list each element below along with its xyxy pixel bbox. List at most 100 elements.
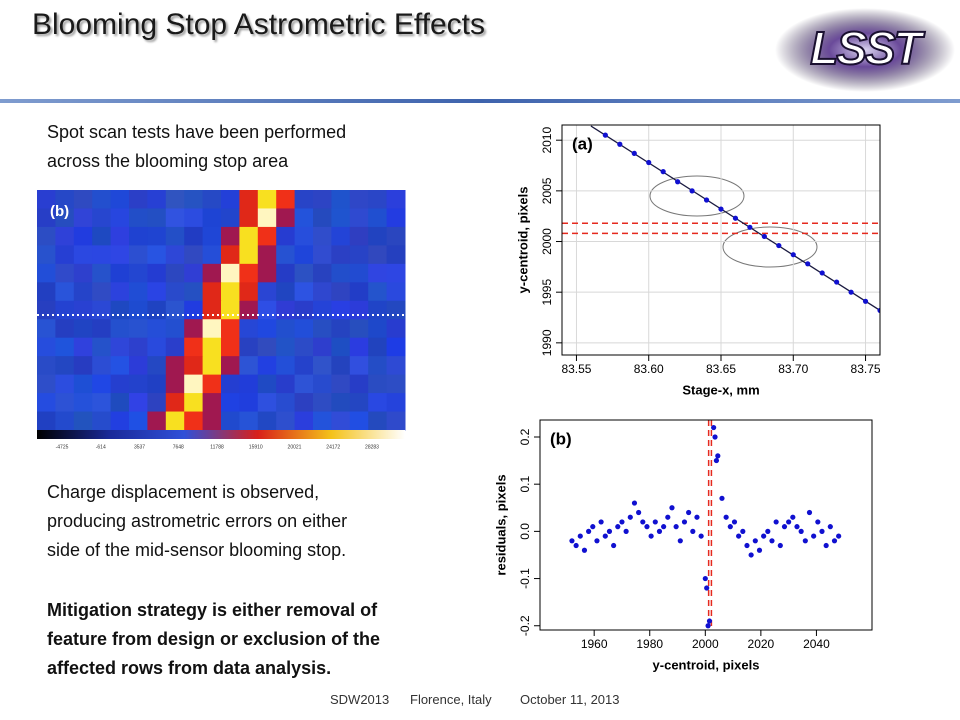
heat-cell bbox=[294, 337, 314, 357]
heat-cell bbox=[349, 374, 369, 394]
heat-cell bbox=[331, 282, 351, 302]
point bbox=[698, 533, 704, 539]
point bbox=[602, 132, 608, 138]
point bbox=[705, 623, 711, 629]
heat-cell bbox=[221, 356, 240, 376]
x-tick-label: 83.55 bbox=[561, 362, 591, 376]
colorbar-label: 7648 bbox=[173, 444, 184, 450]
heat-cell bbox=[221, 411, 240, 431]
panel-label: (b) bbox=[50, 203, 69, 220]
heat-cell bbox=[184, 208, 204, 228]
heat-cell bbox=[92, 245, 112, 265]
colorbar-label: 28283 bbox=[365, 444, 379, 450]
heat-cell bbox=[92, 263, 112, 283]
heat-cell bbox=[331, 190, 351, 209]
point bbox=[756, 547, 763, 553]
heat-cell bbox=[221, 300, 240, 320]
point bbox=[740, 528, 746, 534]
point bbox=[752, 538, 758, 544]
x-tick-label: 83.75 bbox=[851, 362, 881, 376]
heat-cell bbox=[202, 263, 222, 283]
heat-cell bbox=[129, 245, 148, 265]
heat-cell bbox=[147, 374, 167, 394]
heat-cell bbox=[129, 208, 148, 228]
heat-cell bbox=[147, 245, 167, 265]
heat-cell bbox=[92, 319, 112, 339]
heat-cell bbox=[386, 319, 406, 339]
heat-cell bbox=[92, 356, 112, 376]
heat-cell bbox=[313, 411, 332, 431]
heat-cell bbox=[276, 393, 296, 413]
heat-cell bbox=[73, 208, 93, 228]
heat-cell bbox=[202, 374, 222, 394]
heat-cell bbox=[349, 190, 369, 209]
heat-cell bbox=[202, 337, 222, 357]
heat-cell bbox=[368, 411, 388, 431]
heat-cell bbox=[368, 300, 388, 320]
heat-cell bbox=[55, 356, 75, 376]
y-tick-label: 0.2 bbox=[518, 428, 532, 445]
point bbox=[690, 528, 696, 534]
highlight-ellipse bbox=[722, 226, 818, 268]
text-line: side of the mid-sensor blooming stop. bbox=[47, 540, 347, 560]
point bbox=[723, 514, 729, 520]
heat-cell bbox=[221, 245, 240, 265]
logo: LSST bbox=[810, 22, 925, 74]
heat-cell bbox=[202, 208, 222, 228]
heat-cell bbox=[184, 245, 204, 265]
text-line: Charge displacement is observed, bbox=[47, 482, 320, 502]
heat-cell bbox=[92, 226, 112, 246]
heat-cell bbox=[184, 282, 204, 302]
heat-cell bbox=[257, 411, 277, 431]
heat-cell bbox=[202, 319, 222, 339]
heat-cell bbox=[92, 411, 112, 431]
heat-cell bbox=[368, 208, 388, 228]
point bbox=[598, 519, 604, 525]
point bbox=[769, 538, 775, 544]
heat-cell bbox=[313, 337, 332, 357]
heat-cell bbox=[55, 393, 75, 413]
point bbox=[765, 528, 771, 534]
heat-cell bbox=[147, 263, 167, 283]
heat-cell bbox=[221, 263, 240, 283]
point bbox=[677, 538, 683, 544]
heat-cell bbox=[202, 282, 222, 302]
heat-cell bbox=[331, 300, 351, 320]
heat-cell bbox=[276, 208, 296, 228]
heat-cell bbox=[313, 263, 332, 283]
heat-cell bbox=[55, 245, 75, 265]
point bbox=[577, 533, 583, 539]
heat-cell bbox=[386, 411, 406, 431]
heat-cell bbox=[184, 374, 204, 394]
point bbox=[732, 215, 739, 221]
point bbox=[586, 528, 592, 534]
heat-cell bbox=[147, 226, 167, 246]
heat-cell bbox=[294, 282, 314, 302]
heat-cell bbox=[37, 411, 56, 431]
heat-cell bbox=[221, 319, 240, 339]
heat-cell bbox=[110, 374, 130, 394]
heat-cell bbox=[165, 393, 185, 413]
y-tick-label: 1995 bbox=[540, 279, 554, 306]
point bbox=[661, 524, 667, 530]
heat-cell bbox=[257, 356, 277, 376]
heat-cell bbox=[294, 393, 314, 413]
heat-cell bbox=[257, 337, 277, 357]
panel-label: (b) bbox=[550, 429, 572, 448]
heat-cell bbox=[368, 245, 388, 265]
observation-text: Charge displacement is observed, producin… bbox=[47, 478, 347, 565]
point bbox=[704, 585, 710, 591]
heat-cell bbox=[257, 208, 277, 228]
heat-cell bbox=[110, 282, 130, 302]
heat-cell bbox=[331, 356, 351, 376]
heat-cell bbox=[257, 226, 277, 246]
point bbox=[834, 279, 840, 285]
point bbox=[712, 434, 718, 440]
text-line: feature from design or exclusion of the bbox=[47, 629, 381, 649]
heat-cell bbox=[386, 282, 406, 302]
heat-cell bbox=[147, 393, 167, 413]
point bbox=[790, 252, 796, 258]
heat-cell bbox=[129, 226, 148, 246]
heat-cell bbox=[165, 245, 185, 265]
text-line: Spot scan tests have been performed bbox=[47, 122, 347, 142]
